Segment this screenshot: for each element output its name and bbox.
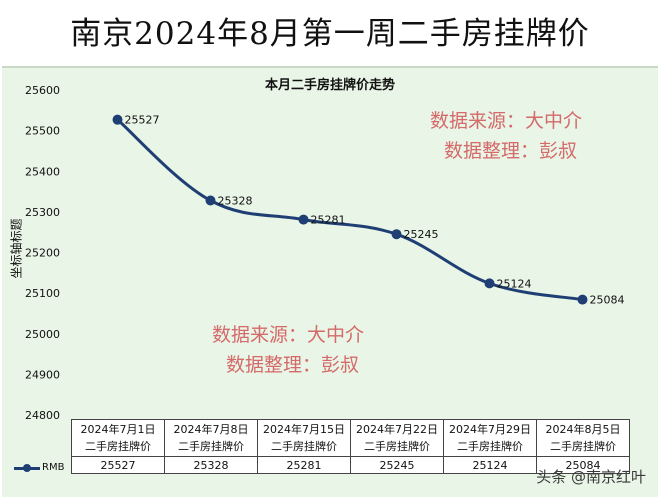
data-point [112, 114, 123, 125]
data-label: 25124 [497, 277, 532, 290]
y-tick-label: 25500 [25, 125, 60, 138]
data-point [391, 229, 402, 240]
data-table-header-cell: 2024年7月15日 二手房挂牌价 [257, 419, 351, 457]
y-axis-label: 坐标轴标题 [9, 218, 24, 279]
source-annotation-middle: 数据来源：大中介 数据整理：彭叔 [212, 320, 364, 380]
data-point [577, 294, 588, 305]
data-label: 25328 [218, 195, 253, 208]
data-point [205, 195, 216, 206]
data-table-header-cell: 2024年7月1日 二手房挂牌价 [71, 419, 165, 457]
legend-swatch [14, 463, 40, 473]
legend-label: RMB [42, 462, 65, 473]
chart-title: 本月二手房挂牌价走势 [264, 78, 395, 93]
page-title: 南京2024年8月第一周二手房挂牌价 [70, 15, 590, 52]
y-tick-label: 25000 [25, 328, 60, 341]
editor-line: 数据整理：彭叔 [226, 354, 360, 376]
data-table-value-cell: 25281 [257, 456, 351, 474]
data-table-value-cell: 25328 [164, 456, 258, 474]
data-table-value-row: 25527 25328 25281 25245 25124 25084 [71, 456, 630, 474]
source-line: 数据来源：大中介 [430, 110, 583, 132]
y-tick-label: 24900 [25, 368, 60, 381]
series-line [116, 118, 583, 302]
data-label: 25527 [125, 114, 160, 127]
data-table-header-row: 2024年7月1日 二手房挂牌价 2024年7月8日 二手房挂牌价 2024年7月1… [71, 419, 630, 457]
data-label: 25084 [590, 294, 625, 307]
series-rmb: 25527 25328 25281 25245 25124 25084 [112, 114, 625, 307]
y-tick-label: 25100 [25, 287, 60, 300]
data-table-header-cell: 2024年7月22日 二手房挂牌价 [350, 419, 444, 457]
editor-line: 数据整理：彭叔 [444, 140, 578, 162]
data-table: 2024年7月1日 二手房挂牌价 2024年7月8日 二手房挂牌价 2024年7月1… [71, 419, 630, 474]
y-tick-label: 24800 [25, 409, 60, 422]
y-axis-ticks: 24800 24900 25000 25100 25200 25300 25400 25500… [25, 84, 60, 422]
source-annotation-top: 数据来源：大中介 数据整理：彭叔 [430, 106, 582, 166]
legend: RMB [14, 462, 64, 473]
y-tick-label: 25300 [25, 206, 60, 219]
y-tick-label: 25200 [25, 247, 60, 260]
data-point [298, 214, 309, 225]
y-tick-label: 25600 [25, 84, 60, 97]
data-table-header-cell: 2024年7月8日 二手房挂牌价 [164, 419, 258, 457]
data-table-header-cell: 2024年8月5日 二手房挂牌价 [536, 419, 630, 457]
data-table-value-cell: 25245 [350, 456, 444, 474]
y-tick-label: 25400 [25, 165, 60, 178]
data-label: 25245 [404, 228, 439, 241]
data-table-value-cell: 25084 [536, 456, 630, 474]
watermark: 头条 @南京红叶 [536, 468, 646, 486]
source-line: 数据来源：大中介 [212, 324, 365, 346]
data-table-value-cell: 25124 [443, 456, 537, 474]
data-table-value-cell: 25527 [71, 456, 165, 474]
data-table-header-cell: 2024年7月29日 二手房挂牌价 [443, 419, 537, 457]
data-label: 25281 [311, 214, 346, 227]
data-point [484, 278, 495, 289]
